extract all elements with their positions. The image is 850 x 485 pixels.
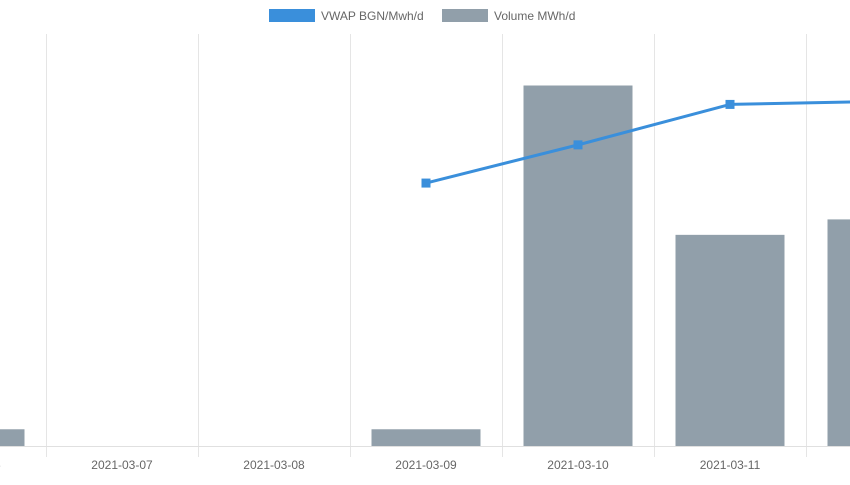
- legend-item-volume-swatch: [442, 9, 488, 22]
- vwap-line-series: [422, 97, 850, 188]
- x-tick-label: 2021-03-07: [91, 458, 153, 472]
- volume-bar: [676, 235, 785, 446]
- vwap-line: [426, 101, 850, 183]
- x-tick-label: 2021-03-11: [700, 458, 761, 472]
- vwap-point: [422, 179, 431, 188]
- volume-bars: [0, 86, 850, 447]
- x-axis: 2021-03-06 2021-03-07 2021-03-08 2021-03-09…: [0, 458, 850, 472]
- x-tick-label: 2021-03-06: [0, 458, 1, 472]
- volume-bar: [0, 429, 25, 446]
- vwap-point: [574, 140, 583, 149]
- vwap-point: [726, 100, 735, 109]
- volume-bar: [372, 429, 481, 446]
- x-tick-label: 2021-03-08: [243, 458, 305, 472]
- volume-bar: [524, 86, 633, 447]
- legend-item-vwap-label: VWAP BGN/Mwh/d: [321, 9, 424, 23]
- x-tick-label: 2021-03-09: [395, 458, 457, 472]
- volume-bar: [828, 219, 850, 446]
- legend-item-vwap-swatch: [269, 9, 315, 22]
- legend: VWAP BGN/Mwh/d Volume MWh/d: [269, 9, 575, 23]
- legend-item-volume-label: Volume MWh/d: [494, 9, 575, 23]
- x-tick-label: 2021-03-10: [547, 458, 609, 472]
